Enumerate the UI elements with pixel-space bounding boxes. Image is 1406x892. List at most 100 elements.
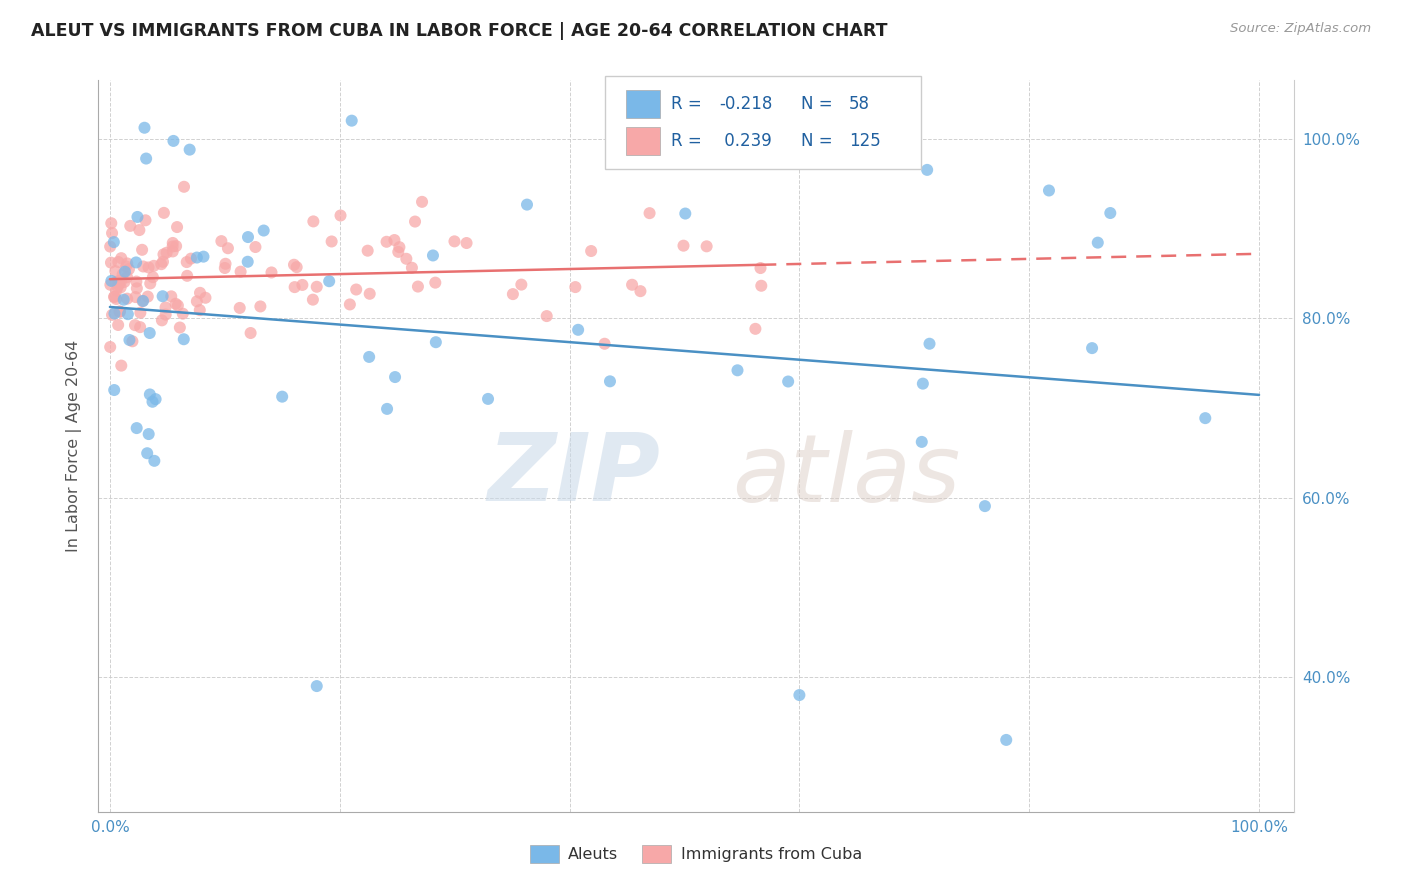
Point <box>1087 235 1109 250</box>
Text: atlas: atlas <box>733 430 960 521</box>
Point <box>179 143 201 157</box>
Point <box>169 320 191 334</box>
Point <box>118 333 141 347</box>
Text: R =: R = <box>671 95 707 112</box>
Point <box>132 260 155 274</box>
Point <box>165 297 187 311</box>
Point <box>138 427 160 442</box>
Point <box>142 259 165 273</box>
Point <box>564 280 586 294</box>
Point <box>111 268 134 282</box>
Point <box>422 248 444 262</box>
Point <box>160 289 183 303</box>
Point <box>209 234 232 248</box>
Point <box>145 392 167 406</box>
Point <box>136 446 159 460</box>
Point <box>155 308 177 322</box>
Point <box>142 270 165 285</box>
Point <box>456 235 478 250</box>
Point <box>131 243 153 257</box>
Point <box>125 255 148 269</box>
Point <box>510 277 533 292</box>
Text: ALEUT VS IMMIGRANTS FROM CUBA IN LABOR FORCE | AGE 20-64 CORRELATION CHART: ALEUT VS IMMIGRANTS FROM CUBA IN LABOR F… <box>31 22 887 40</box>
Point <box>477 392 499 406</box>
Point <box>98 239 121 253</box>
Point <box>995 733 1018 747</box>
Text: R =: R = <box>671 132 707 150</box>
Point <box>108 304 131 318</box>
Point <box>100 216 122 230</box>
Point <box>387 244 409 259</box>
Point <box>302 214 325 228</box>
Point <box>125 421 148 435</box>
Point <box>911 376 934 391</box>
Point <box>696 239 718 253</box>
Point <box>127 210 149 224</box>
Point <box>1099 206 1122 220</box>
Point <box>228 301 250 315</box>
Text: -0.218: -0.218 <box>718 95 772 112</box>
Point <box>124 318 146 333</box>
Text: N =: N = <box>801 132 838 150</box>
Point <box>115 256 138 270</box>
Point <box>974 499 997 513</box>
Text: 58: 58 <box>849 95 870 112</box>
Point <box>260 265 283 279</box>
Point <box>176 268 198 283</box>
Point <box>176 255 198 269</box>
Point <box>253 223 276 237</box>
Point <box>173 179 195 194</box>
Point <box>1081 341 1104 355</box>
Point <box>115 270 138 285</box>
Point <box>404 214 426 228</box>
Text: ZIP: ZIP <box>488 429 661 521</box>
Point <box>107 279 129 293</box>
Point <box>186 251 208 265</box>
Point <box>672 238 695 252</box>
Point <box>180 252 202 266</box>
Point <box>136 289 159 303</box>
Point <box>236 254 259 268</box>
Point <box>516 197 538 211</box>
Point <box>108 274 131 288</box>
Point <box>340 113 363 128</box>
Point <box>593 336 616 351</box>
Point <box>375 235 398 249</box>
Point <box>302 293 325 307</box>
Point <box>108 277 131 291</box>
Point <box>132 293 155 308</box>
Point <box>162 134 184 148</box>
Point <box>110 280 132 294</box>
Point <box>124 290 146 304</box>
Point <box>356 244 378 258</box>
Point <box>100 255 122 269</box>
Point <box>214 260 236 275</box>
Point <box>727 363 749 377</box>
Point <box>749 278 772 293</box>
Point <box>744 322 766 336</box>
Point <box>284 280 307 294</box>
Point <box>249 300 271 314</box>
Point <box>1194 411 1216 425</box>
Point <box>100 274 122 288</box>
Point <box>115 292 138 306</box>
Point <box>359 286 381 301</box>
Point <box>638 206 661 220</box>
Point <box>139 387 162 401</box>
Point <box>621 277 644 292</box>
Point <box>502 287 524 301</box>
Point <box>425 335 447 350</box>
Point <box>229 265 252 279</box>
Point <box>283 258 305 272</box>
FancyBboxPatch shape <box>626 90 659 118</box>
Point <box>305 679 328 693</box>
Point <box>152 289 174 303</box>
Legend: Aleuts, Immigrants from Cuba: Aleuts, Immigrants from Cuba <box>523 838 869 870</box>
Text: 125: 125 <box>849 132 880 150</box>
Point <box>125 275 148 289</box>
Point <box>425 276 447 290</box>
Point <box>1038 184 1060 198</box>
Point <box>125 281 148 295</box>
Point <box>152 254 174 268</box>
Point <box>599 375 621 389</box>
